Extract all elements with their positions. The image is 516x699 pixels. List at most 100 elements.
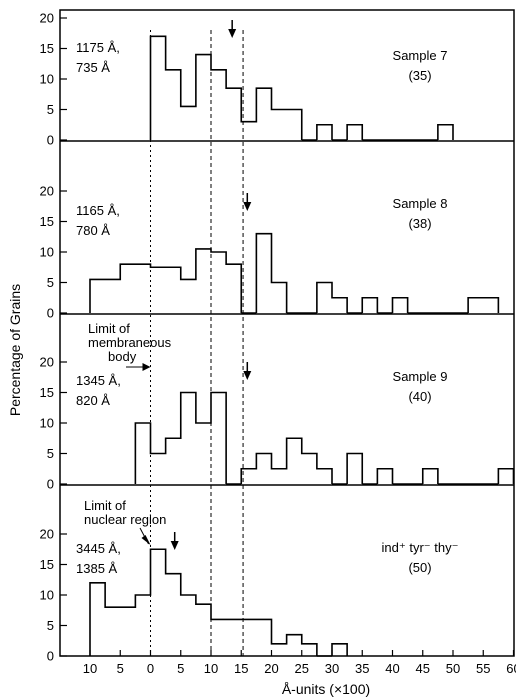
histogram-bar <box>90 583 105 656</box>
histogram-bar <box>377 469 392 484</box>
y-tick-label: 5 <box>47 102 54 117</box>
histogram-bar <box>105 607 120 656</box>
x-tick-label: 5 <box>117 661 124 676</box>
histogram-bar <box>241 469 256 484</box>
histogram-bar <box>120 607 135 656</box>
histogram-bar <box>151 267 181 313</box>
x-tick-label: 50 <box>446 661 460 676</box>
dimension-label: 1345 Å, <box>76 373 121 388</box>
y-tick-label: 10 <box>40 416 54 431</box>
x-axis-title: Å-units (×100) <box>282 681 370 697</box>
sample-count: (50) <box>408 560 431 575</box>
histogram-bar <box>332 644 347 656</box>
plot-frame <box>59 9 515 657</box>
sample-label: Sample 8 <box>393 196 448 211</box>
x-tick-label: 20 <box>264 661 278 676</box>
annotation-arrowhead <box>141 535 151 545</box>
histogram-bar <box>166 70 181 140</box>
x-tick-label: 25 <box>295 661 309 676</box>
peak-arrowhead <box>243 371 252 380</box>
histogram-bar <box>196 423 211 484</box>
histogram-bar <box>302 454 317 485</box>
histogram-bar <box>287 635 302 656</box>
x-tick-label: 60 <box>506 661 516 676</box>
dimension-label: 820 Å <box>76 393 110 408</box>
x-tick-label: 55 <box>476 661 490 676</box>
histogram-bar <box>332 298 347 313</box>
dimension-label: 1385 Å <box>76 561 118 576</box>
dimension-label: 1165 Å, <box>76 203 120 218</box>
y-tick-label: 10 <box>40 72 54 87</box>
dimension-label: 3445 Å, <box>76 541 121 556</box>
histogram-bar <box>135 423 150 484</box>
histogram-bar <box>498 469 513 484</box>
histogram-bar <box>347 454 362 485</box>
limit-annotation: Limit of <box>84 498 126 513</box>
histogram-bar <box>211 393 226 485</box>
histogram-bar <box>256 454 271 485</box>
histogram-bar <box>196 55 211 140</box>
y-tick-label: 10 <box>40 588 54 603</box>
histogram-bar <box>241 122 256 140</box>
y-tick-label: 15 <box>40 385 54 400</box>
histogram-bar <box>362 298 377 313</box>
histogram-bar <box>317 283 332 314</box>
dimension-label: 1175 Å, <box>76 40 120 55</box>
peak-arrowhead <box>228 29 237 38</box>
x-tick-label: 15 <box>234 661 248 676</box>
annotation-arrowhead <box>142 363 151 371</box>
y-tick-label: 15 <box>40 214 54 229</box>
histogram-4 <box>89 548 348 657</box>
dimension-label: 780 Å <box>76 223 110 238</box>
histogram-bar <box>181 279 196 313</box>
histogram-1 <box>149 35 454 141</box>
sample-count: (38) <box>408 216 431 231</box>
x-tick-label: 0 <box>147 661 154 676</box>
histogram-bar <box>317 469 332 484</box>
histogram-bar <box>317 125 332 140</box>
y-tick-label: 0 <box>47 306 54 321</box>
y-tick-label: 0 <box>47 133 54 148</box>
y-tick-label: 15 <box>40 557 54 572</box>
y-tick-label: 20 <box>40 184 54 199</box>
x-tick-label: 10 <box>204 661 218 676</box>
y-tick-label: 0 <box>47 649 54 664</box>
peak-arrowhead <box>243 202 252 211</box>
y-tick-label: 0 <box>47 477 54 492</box>
x-tick-label: 40 <box>385 661 399 676</box>
histogram-bar <box>90 279 120 313</box>
histogram-bar <box>135 595 150 656</box>
histogram-bar <box>181 393 196 485</box>
y-tick-label: 20 <box>40 355 54 370</box>
histogram-bar <box>196 604 211 656</box>
histogram-3 <box>134 391 515 485</box>
histogram-bar <box>151 549 166 656</box>
y-tick-label: 5 <box>47 618 54 633</box>
histogram-bar <box>211 70 226 140</box>
histogram-bar <box>272 469 287 484</box>
histogram-bar <box>151 36 166 140</box>
y-axis-title: Percentage of Grains <box>7 284 23 416</box>
x-tick-label: 45 <box>416 661 430 676</box>
sample-count: (40) <box>408 389 431 404</box>
histogram-bars <box>89 35 515 657</box>
x-tick-label: 35 <box>355 661 369 676</box>
limit-annotation: body <box>108 349 137 364</box>
histogram-bar <box>211 252 226 313</box>
histogram-bar <box>438 125 453 140</box>
histogram-bar <box>468 298 498 313</box>
histogram-bar <box>151 454 166 485</box>
histogram-bar <box>393 298 408 313</box>
histogram-bar <box>211 619 272 656</box>
limit-annotation: Limit of <box>88 321 130 336</box>
limit-annotation: nuclear region <box>84 512 166 527</box>
histogram-bar <box>256 234 271 313</box>
histogram-2 <box>89 232 500 314</box>
histogram-bar <box>196 249 211 313</box>
sample-label: Sample 9 <box>393 369 448 384</box>
limit-annotation: membraneous <box>88 335 172 350</box>
sample-label: ind⁺ tyr⁻ thy⁻ <box>382 540 459 555</box>
histogram-bar <box>166 574 181 656</box>
